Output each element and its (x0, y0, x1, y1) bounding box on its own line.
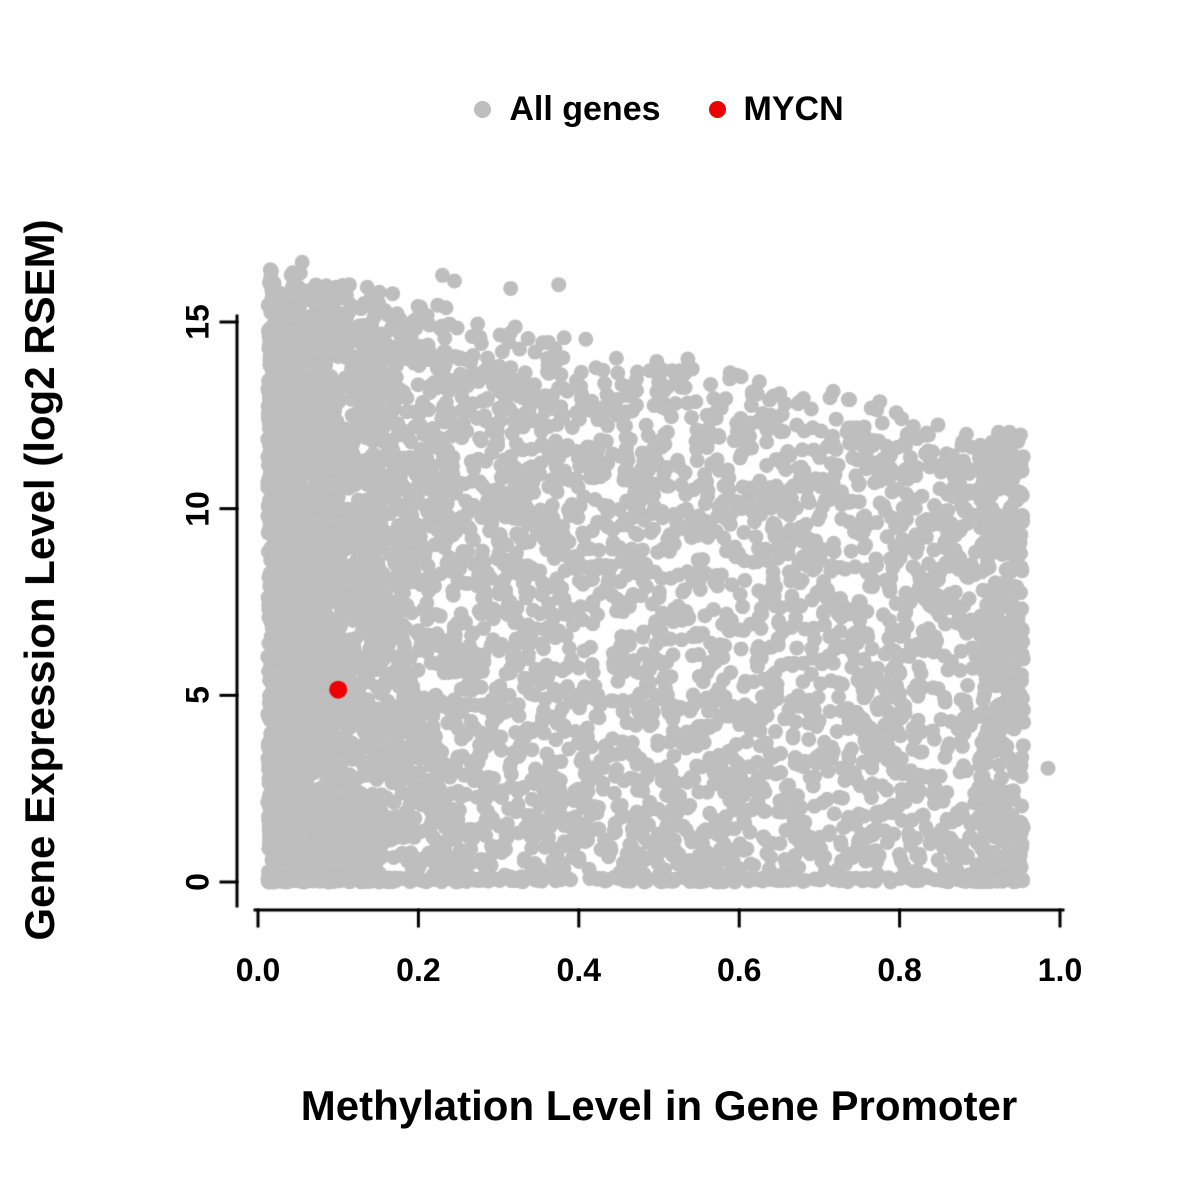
x-tick-label: 0.4 (556, 952, 602, 988)
legend-item-all-genes: All genes (474, 90, 661, 129)
legend: All genes MYCN (258, 90, 1060, 129)
y-tick-label: 5 (179, 686, 216, 705)
legend-item-mycn: MYCN (708, 90, 844, 129)
y-axis-title: Gene Expression Level (log2 RSEM) (16, 219, 63, 941)
x-tick-label: 0.8 (877, 952, 922, 988)
y-tick-label: 15 (179, 304, 216, 340)
legend-dot-mycn (708, 101, 726, 118)
y-tick-label: 0 (179, 873, 216, 891)
x-tick-label: 0.0 (235, 952, 281, 988)
x-tick-label: 0.6 (716, 952, 762, 988)
legend-label-mycn: MYCN (743, 90, 844, 128)
x-tick-label: 0.2 (396, 952, 441, 988)
y-tick-label: 10 (179, 490, 216, 527)
x-axis-title: Methylation Level in Gene Promoter (300, 1082, 1018, 1129)
legend-label-all-genes: All genes (509, 90, 661, 128)
x-tick-label: 1.0 (1037, 952, 1083, 988)
legend-dot-all-genes (474, 101, 492, 118)
